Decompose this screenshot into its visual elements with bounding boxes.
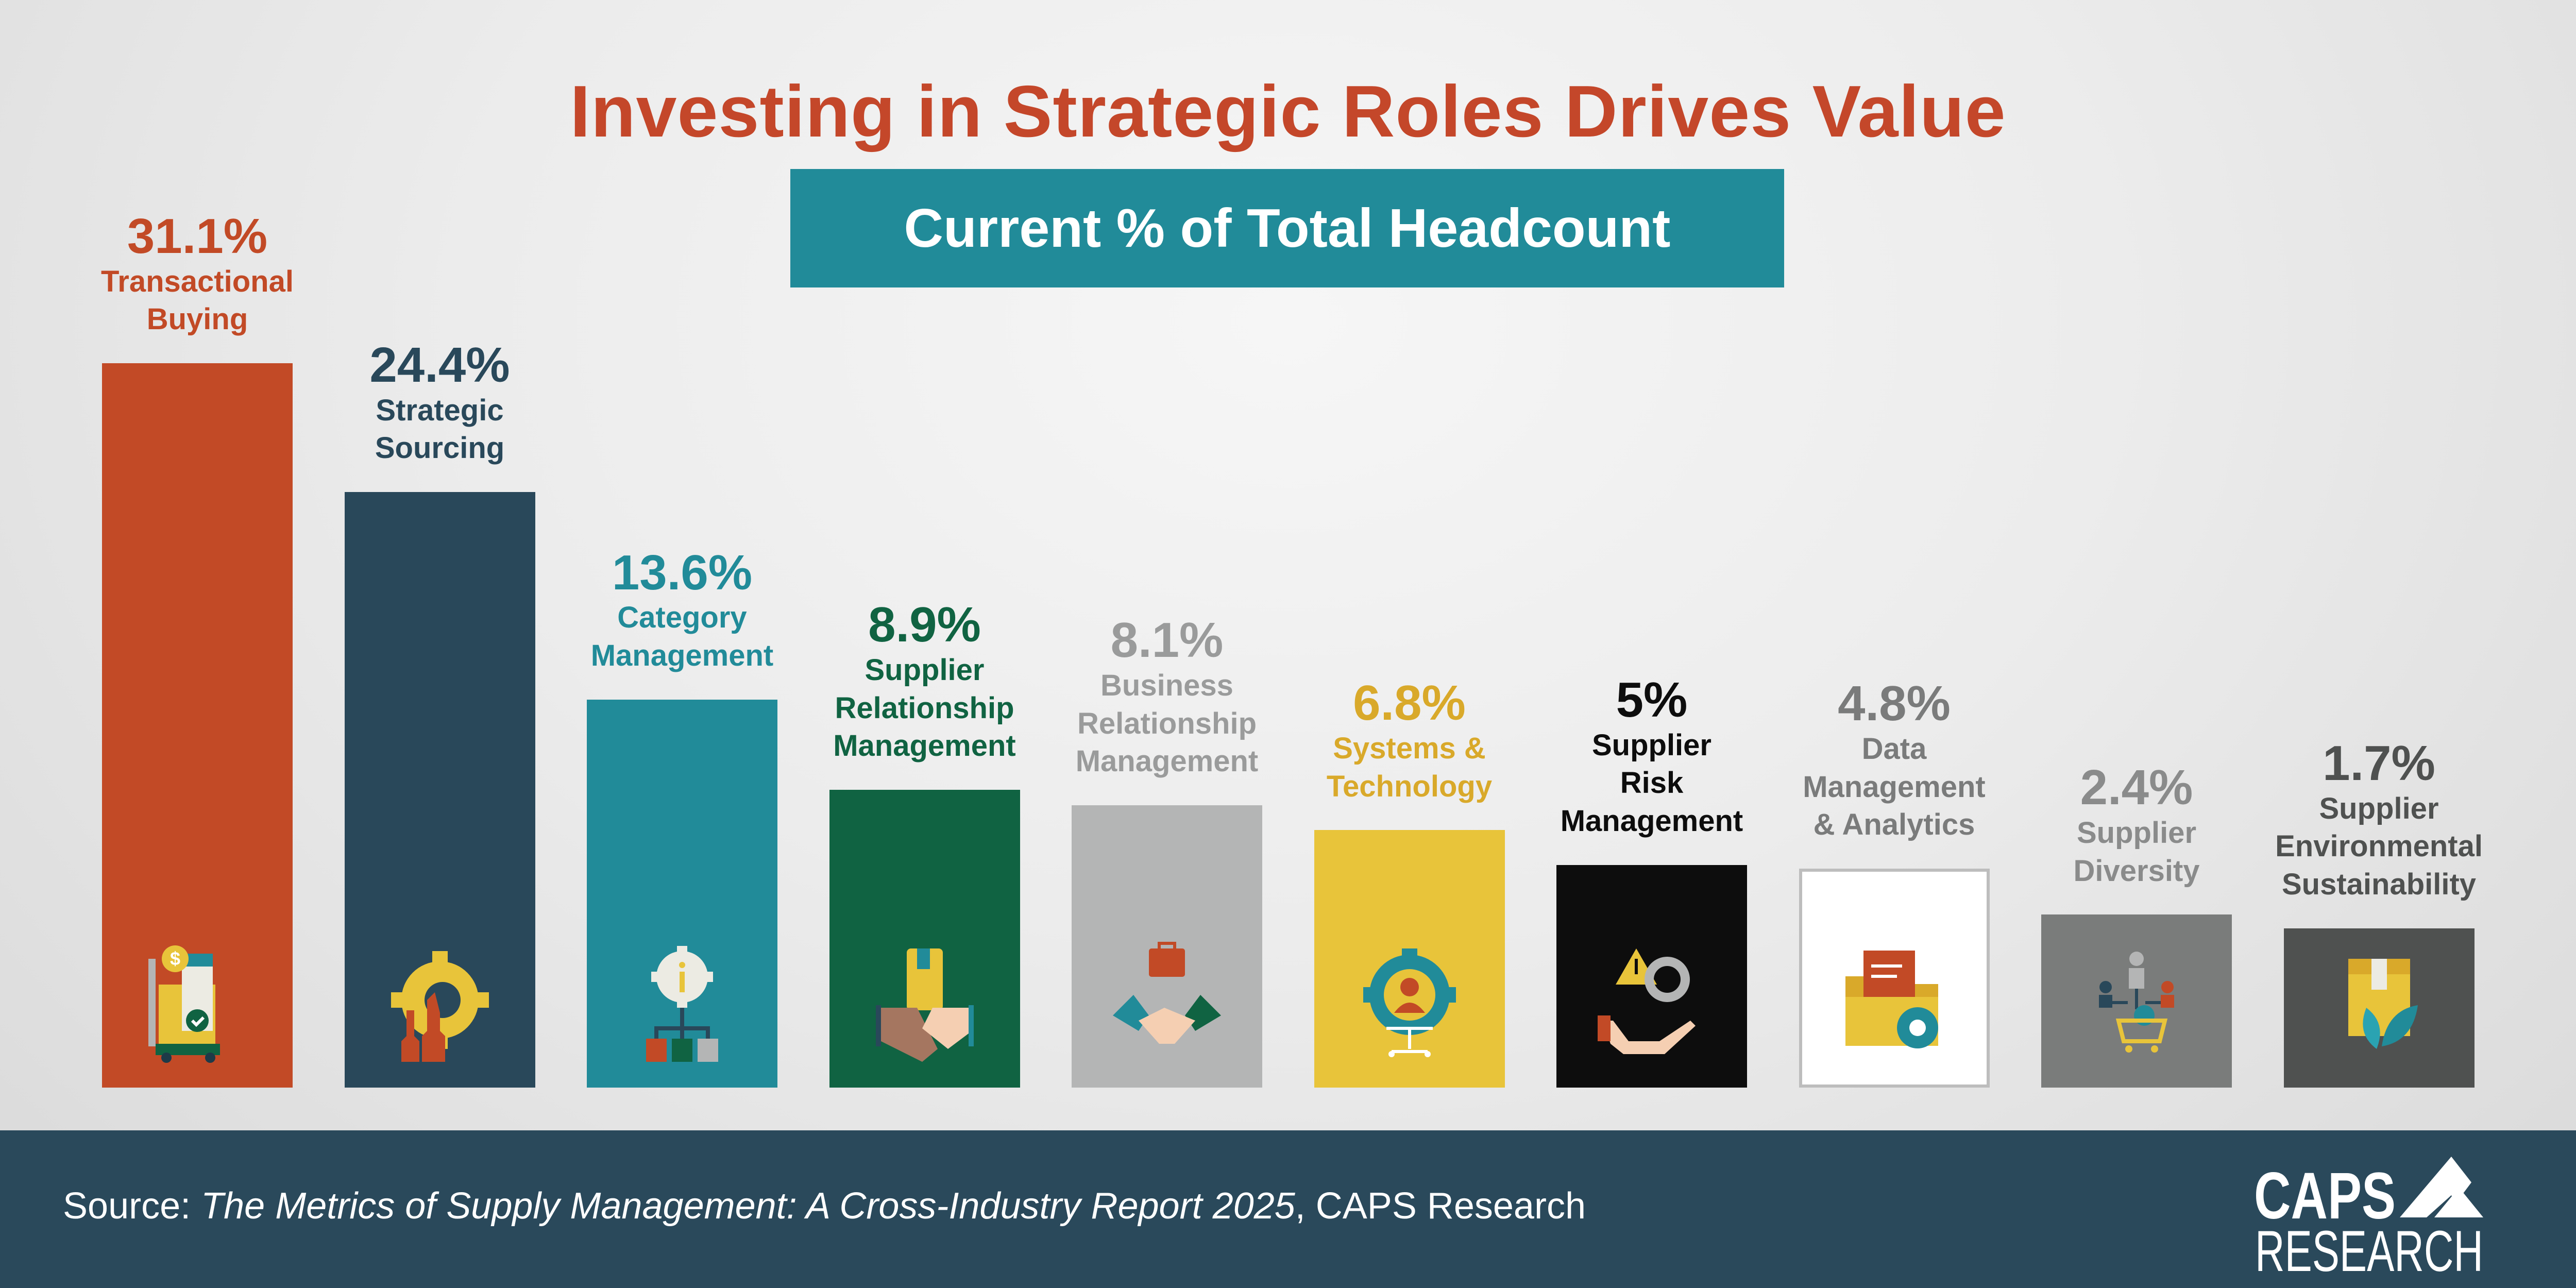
bar-group: 8.1% Business Relationship Management	[1072, 613, 1262, 1088]
briefcase-handshake-icon	[1113, 942, 1221, 1044]
gear-person-chair-icon	[1363, 948, 1456, 1057]
bar-group: 31.1% Transactional Buying $	[101, 208, 294, 1088]
bar-group: 5% Supplier Risk Management	[1556, 674, 1747, 1088]
folder-document-gear-icon	[1845, 951, 1938, 1048]
cart-invoice-icon: $	[148, 945, 220, 1063]
source-title: The Metrics of Supply Management: A Cros…	[201, 1185, 1295, 1227]
svg-text:$: $	[170, 948, 180, 969]
value-label: 8.9%	[868, 597, 981, 653]
people-cart-globe-icon	[2099, 952, 2174, 1053]
svg-text:CAPS: CAPS	[2254, 1159, 2396, 1233]
bar-group: 2.4% Supplier Diversity	[2041, 762, 2232, 1088]
category-label: Category Management	[590, 601, 774, 673]
value-label: 13.6%	[612, 545, 753, 600]
category-label: Strategic Sourcing	[375, 393, 505, 465]
category-label: Supplier Relationship Management	[833, 653, 1016, 763]
bar	[1072, 805, 1262, 1088]
value-label: 31.1%	[127, 208, 268, 264]
bar	[587, 699, 777, 1088]
bar-group: 1.7% Supplier Environmental Sustainabilit…	[2275, 735, 2483, 1088]
bar	[1314, 830, 1505, 1088]
info-gear-hierarchy-icon	[646, 946, 718, 1062]
bar-group: 13.6% Category Management	[587, 547, 777, 1088]
category-label: Transactional Buying	[101, 264, 294, 336]
chart-title: Investing in Strategic Roles Drives Valu…	[570, 71, 2006, 152]
category-label: Supplier Diversity	[2073, 816, 2200, 888]
source-suffix: , CAPS Research	[1295, 1185, 1586, 1227]
bar: $	[102, 363, 293, 1088]
bar-group: 6.8% Systems & Technology	[1314, 677, 1505, 1088]
value-label: 5%	[1616, 672, 1688, 727]
bar	[1556, 865, 1747, 1088]
bar-group: 8.9% Supplier Relationship Management	[829, 599, 1020, 1088]
value-label: 24.4%	[369, 337, 510, 393]
category-label: Supplier Environmental Sustainability	[2275, 791, 2483, 901]
bar-chart: 31.1% Transactional Buying $24.4% Strategic…	[101, 208, 2483, 1088]
value-label: 6.8%	[1353, 675, 1466, 731]
subtitle-banner: Current % of Total Headcount	[790, 169, 1784, 287]
gear-chess-icon	[391, 951, 489, 1062]
category-label: Systems & Technology	[1326, 732, 1493, 803]
value-label: 4.8%	[1838, 676, 1951, 732]
bar	[344, 492, 535, 1088]
warning-gear-hand-icon	[1598, 948, 1696, 1054]
value-label: 2.4%	[2080, 760, 2193, 816]
bar-group: 4.8% Data Management & Analytics	[1799, 676, 1990, 1088]
package-handshake-icon	[875, 948, 974, 1062]
footer	[0, 1130, 2576, 1288]
bar	[2041, 914, 2232, 1088]
box-leaf-icon	[2348, 959, 2418, 1049]
bar	[829, 790, 1020, 1088]
chart-subtitle: Current % of Total Headcount	[904, 197, 1671, 259]
bar	[2283, 928, 2475, 1088]
bar	[1799, 868, 1990, 1088]
category-label: Supplier Risk Management	[1560, 728, 1743, 838]
category-label: Data Management & Analytics	[1803, 732, 1986, 842]
source-prefix: Source:	[63, 1185, 201, 1227]
value-label: 1.7%	[2323, 735, 2435, 791]
value-label: 8.1%	[1110, 613, 1224, 668]
caps-research-logo: CAPS RESEARCH	[2254, 1157, 2483, 1275]
source-citation: Source: The Metrics of Supply Management…	[63, 1185, 1586, 1227]
bar-group: 24.4% Strategic Sourcing	[344, 337, 535, 1088]
svg-text:RESEARCH: RESEARCH	[2255, 1219, 2483, 1275]
category-label: Business Relationship Management	[1075, 668, 1259, 778]
